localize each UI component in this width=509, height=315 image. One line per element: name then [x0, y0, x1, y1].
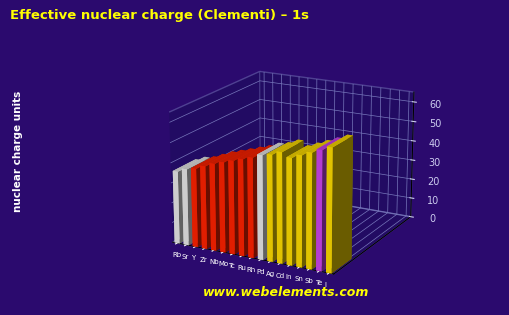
- Text: Effective nuclear charge (Clementi) – 1s: Effective nuclear charge (Clementi) – 1s: [10, 9, 308, 22]
- Text: nuclear charge units: nuclear charge units: [13, 91, 23, 212]
- Text: www.webelements.com: www.webelements.com: [202, 286, 368, 300]
